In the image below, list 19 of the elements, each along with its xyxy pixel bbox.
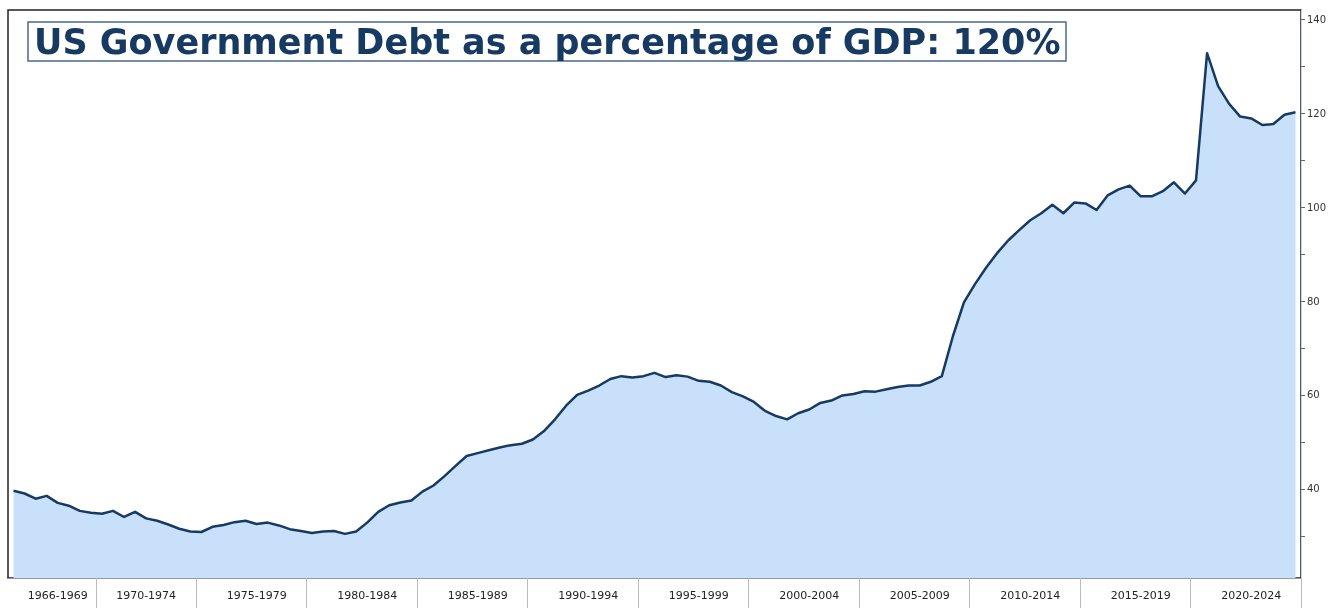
x-tick-label: 1990-1994 xyxy=(558,589,619,602)
x-tick-label: 2000-2004 xyxy=(779,589,840,602)
x-tick-label: 1975-1979 xyxy=(226,589,287,602)
y-tick-label: 80 xyxy=(1307,295,1320,307)
y-tick-label: 60 xyxy=(1307,389,1320,401)
x-tick-label: 2010-2014 xyxy=(1000,589,1061,602)
x-tick-label: 2015-2019 xyxy=(1110,589,1171,602)
y-tick-label: 100 xyxy=(1307,201,1327,213)
y-tick-label: 140 xyxy=(1307,13,1327,25)
x-tick-label: 1966-1969 xyxy=(27,589,88,602)
y-tick-label: 120 xyxy=(1307,107,1327,119)
x-tick-label: 1970-1974 xyxy=(116,589,177,602)
x-tick-label: 2005-2009 xyxy=(889,589,950,602)
chart-title: US Government Debt as a percentage of GDP: 120% xyxy=(34,21,1061,62)
x-tick-label: 1995-1999 xyxy=(668,589,729,602)
x-tick-label: 1980-1984 xyxy=(337,589,398,602)
x-tick-label: 1985-1989 xyxy=(447,589,508,602)
y-tick-label: 40 xyxy=(1307,483,1320,495)
x-tick-label: 2020-2024 xyxy=(1221,589,1282,602)
